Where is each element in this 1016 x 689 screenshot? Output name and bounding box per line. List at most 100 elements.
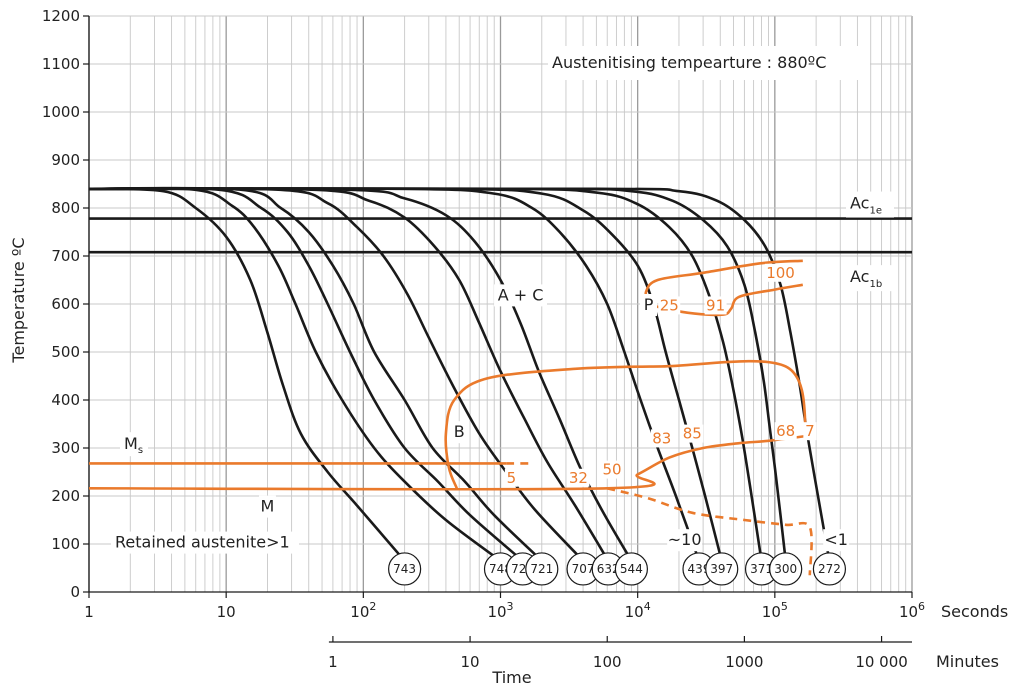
hardness-value: 272	[818, 562, 841, 576]
region-labels: A + C B P M Ms Ac1e Ac1b Retained austenite>1 10…	[111, 191, 894, 554]
hardness-value: 300	[774, 562, 797, 576]
transformation-boundary	[88, 434, 807, 491]
x-tick-label: 102	[350, 600, 376, 621]
y-tick-label: 300	[51, 439, 80, 457]
retained-austenite-label-bg	[111, 531, 299, 554]
phase-percent-bg	[650, 429, 673, 448]
phase-percent-bg	[774, 422, 797, 441]
phase-percent-label: 85	[683, 425, 702, 443]
minutes-tick-label: 10 000	[855, 653, 908, 671]
seconds-unit-label: Seconds	[941, 602, 1008, 621]
minutes-tick-label: 1	[328, 653, 338, 671]
cooling-curve	[88, 187, 787, 561]
ms-label-bg	[120, 432, 149, 457]
y-tick-label: 1200	[42, 7, 80, 25]
y-tick-label: 100	[51, 535, 80, 553]
cooling-curve	[88, 187, 763, 561]
y-tick-label: 600	[51, 295, 80, 313]
cooling-curve	[88, 186, 543, 562]
y-tick-label: 1000	[42, 103, 80, 121]
phase-percent-bg	[601, 460, 624, 479]
phase-percent-label: 68	[776, 422, 795, 440]
ac-label-bg	[846, 265, 894, 292]
ms-label: Ms	[124, 434, 143, 456]
transformation-boundary	[444, 359, 808, 489]
hardness-value: 743	[393, 562, 416, 576]
hardness-circle	[388, 552, 422, 586]
ac-label: Ac1e	[850, 194, 882, 217]
region-label-bg	[450, 421, 468, 444]
transformation-boundary	[644, 259, 803, 305]
phase-percent-bg	[504, 468, 518, 487]
y-tick-label: 700	[51, 247, 80, 265]
austenitising-annotation: Austenitising tempearture : 880ºC	[552, 53, 826, 72]
tick-labels: 0100200300400500600700800900100011001200…	[42, 7, 925, 671]
hardness-value: 721	[530, 562, 553, 576]
x-tick-label: 10	[217, 603, 236, 621]
cooling-curve	[88, 186, 502, 562]
phase-percent-bg	[765, 263, 797, 282]
hardness-value: 544	[620, 562, 643, 576]
y-axis-label: Temperature ºC	[9, 237, 28, 363]
ac-label-bg	[846, 191, 894, 218]
fraction-label: ~10	[668, 530, 702, 549]
y-tick-label: 800	[51, 199, 80, 217]
x-tick-label: 105	[762, 600, 788, 621]
x-axis-label: Time	[491, 668, 531, 687]
axis-labels: Temperature ºC Time Seconds Minutes	[9, 237, 1008, 687]
hardness-value: 632	[597, 562, 620, 576]
minutes-unit-label: Minutes	[936, 652, 999, 671]
y-tick-label: 0	[70, 583, 80, 601]
x-tick-label: 104	[625, 600, 651, 621]
phase-percent-bg	[704, 296, 727, 315]
y-tick-label: 900	[51, 151, 80, 169]
retained-austenite-label: Retained austenite>1	[115, 533, 290, 552]
phase-percent-bg	[681, 424, 704, 443]
phase-percent-label: 50	[602, 461, 621, 479]
annotation-bg	[548, 46, 870, 80]
hardness-value: 748	[489, 562, 512, 576]
x-tick-label: 1	[84, 603, 94, 621]
hardness-circle	[769, 552, 803, 586]
region-label-bg	[494, 284, 548, 307]
region-label-bg	[640, 294, 658, 316]
y-tick-label: 500	[51, 343, 80, 361]
hardness-value: 371	[750, 562, 773, 576]
fraction-label-bg	[667, 529, 703, 552]
phase-percent-label: 32	[569, 469, 588, 487]
phase-percent-label: 91	[706, 296, 725, 314]
grid	[88, 15, 913, 593]
ac-label: Ac1b	[850, 267, 882, 290]
region-label: A + C	[498, 285, 544, 304]
hardness-circle	[812, 552, 847, 586]
phase-percent-label: 25	[660, 296, 679, 314]
cooling-curve	[88, 187, 406, 562]
hardness-circle	[614, 552, 648, 586]
cooling-curve	[88, 186, 524, 562]
minutes-tick-label: 10	[461, 653, 480, 671]
region-label-bg	[258, 495, 276, 518]
region-label: P	[644, 295, 654, 314]
y-tick-label: 200	[51, 487, 80, 505]
cooling-curve	[88, 187, 723, 562]
phase-percent-bg	[803, 422, 817, 441]
hardness-circle	[705, 552, 739, 586]
phase-percent-label: 5	[507, 469, 517, 487]
phase-percent-bg	[567, 468, 590, 487]
fraction-label: <1	[824, 530, 848, 549]
region-label: M	[261, 497, 275, 516]
y-tick-label: 1100	[42, 55, 80, 73]
x-tick-label: 106	[899, 600, 925, 621]
hardness-circle	[525, 552, 559, 586]
phase-percent-label: 7	[805, 422, 815, 440]
transformation-boundary-dashed	[606, 487, 813, 576]
x-tick-label: 103	[487, 600, 513, 621]
minutes-tick-label: 1000	[725, 653, 763, 671]
cooling-curves	[88, 186, 831, 562]
fraction-label-bg	[823, 529, 850, 552]
region-label: B	[454, 422, 465, 441]
phase-percent-bg	[658, 296, 681, 315]
minutes-tick-label: 100	[593, 653, 622, 671]
